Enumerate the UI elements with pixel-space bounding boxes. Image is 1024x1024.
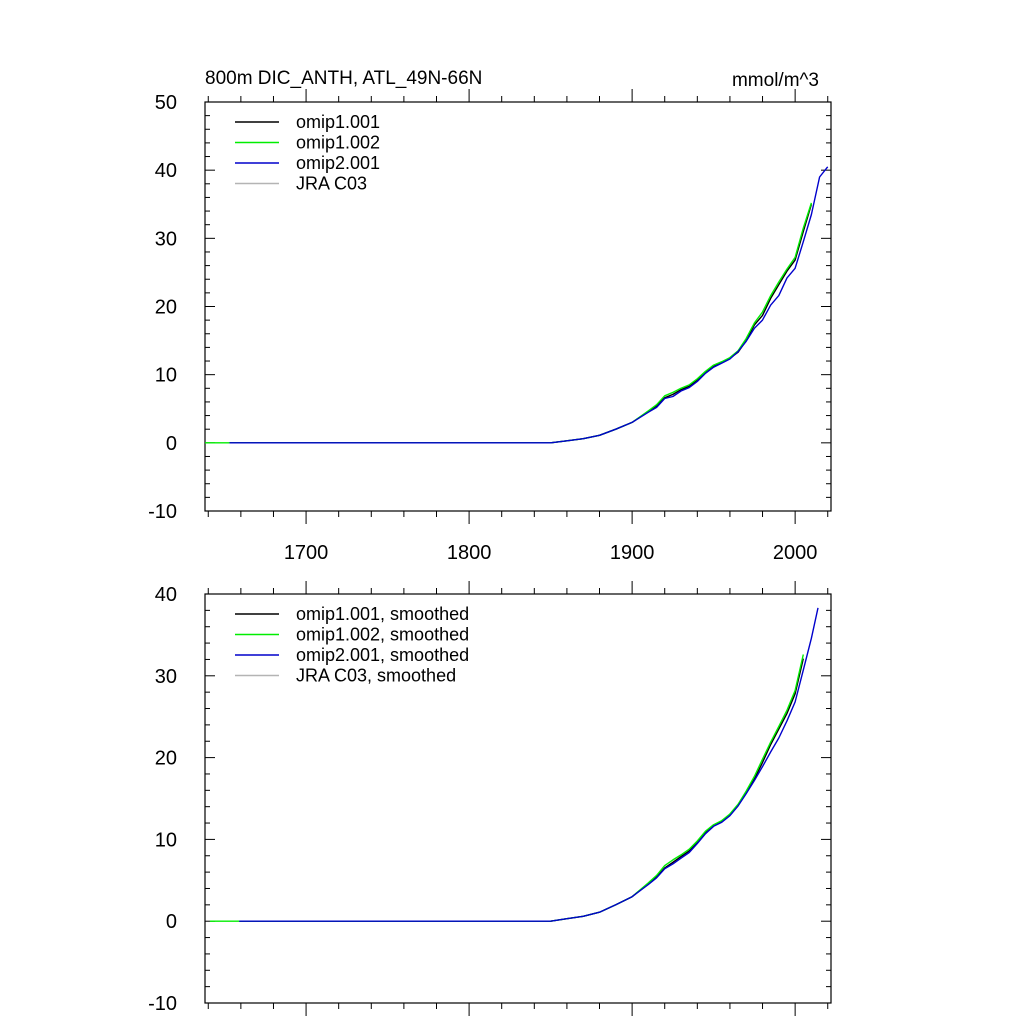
y-tick-label: -10	[148, 501, 177, 523]
y-tick-label: 40	[155, 160, 177, 182]
series-line-2	[239, 607, 819, 922]
x-tick-label: 1900	[610, 542, 655, 564]
series-line-0	[239, 658, 804, 922]
series-line-0	[229, 204, 813, 444]
x-tick-label: 1700	[284, 542, 329, 564]
y-tick-label: 20	[155, 748, 177, 770]
y-tick-label: 10	[155, 365, 177, 387]
y-tick-label: 0	[166, 433, 177, 455]
series-line-2	[229, 166, 829, 444]
chart-units: mmol/m^3	[732, 70, 819, 91]
y-tick-label: 50	[155, 92, 177, 114]
series-line-1	[209, 654, 804, 922]
x-tick-label: 1800	[447, 542, 492, 564]
y-tick-label: -10	[148, 993, 177, 1015]
legend-label: omip1.001, smoothed	[296, 604, 469, 624]
x-tick-label: 2000	[773, 542, 818, 564]
y-tick-label: 30	[155, 228, 177, 250]
legend-label: JRA C03	[296, 174, 367, 194]
plot-frame	[204, 593, 832, 1004]
legend-label: omip1.001	[296, 112, 380, 132]
y-tick-label: 10	[155, 829, 177, 851]
y-tick-label: 20	[155, 297, 177, 319]
legend-label: omip2.001, smoothed	[296, 645, 469, 665]
legend-label: omip1.002	[296, 133, 380, 153]
legend-label: omip1.002, smoothed	[296, 625, 469, 645]
legend-label: JRA C03, smoothed	[296, 666, 456, 686]
legend-label: omip2.001	[296, 153, 380, 173]
y-tick-label: 0	[166, 911, 177, 933]
bottom-panel: -10 0 10 20 30 40 omip1.001, smoothedomip1.002…	[148, 581, 832, 1016]
series-line-1	[205, 202, 813, 444]
y-tick-label: 40	[155, 584, 177, 606]
chart-title: 800m DIC_ANTH, ATL_49N-66N	[205, 68, 482, 89]
y-tick-label: 30	[155, 666, 177, 688]
